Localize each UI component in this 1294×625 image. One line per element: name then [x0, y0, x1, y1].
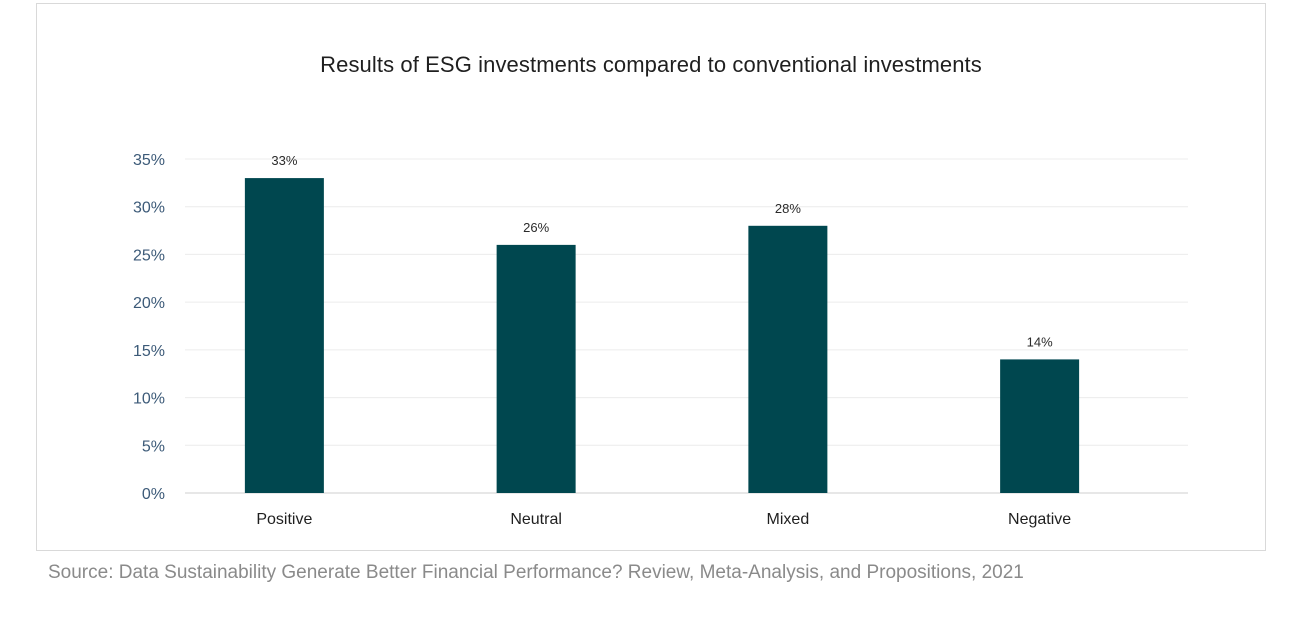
- data-label: 33%: [271, 153, 297, 168]
- bar-positive: [244, 178, 324, 494]
- y-tick-label: 0%: [142, 486, 165, 503]
- x-axis-categories: Positive Neutral Mixed Negative: [256, 511, 1071, 528]
- y-tick-label: 10%: [133, 391, 165, 408]
- data-label: 14%: [1027, 334, 1053, 349]
- y-tick-label: 35%: [133, 152, 165, 169]
- data-label: 28%: [775, 201, 801, 216]
- bar-mixed: [748, 225, 828, 494]
- source-note: Source: Data Sustainability Generate Bet…: [48, 562, 1024, 583]
- x-category-label: Negative: [1008, 511, 1071, 528]
- x-category-label: Neutral: [510, 511, 562, 528]
- bar-negative: [1000, 359, 1080, 493]
- chart-title: Results of ESG investments compared to c…: [320, 52, 982, 77]
- y-tick-label: 20%: [133, 295, 165, 312]
- y-tick-label: 5%: [142, 438, 165, 455]
- data-labels: 33% 26% 28% 14%: [271, 153, 1053, 349]
- y-tick-label: 15%: [133, 343, 165, 360]
- x-category-label: Positive: [256, 511, 312, 528]
- x-category-label: Mixed: [767, 511, 810, 528]
- bar-neutral: [496, 244, 576, 493]
- y-tick-label: 30%: [133, 200, 165, 217]
- data-label: 26%: [523, 220, 549, 235]
- bars: [244, 178, 1080, 494]
- y-axis-ticks: 0% 5% 10% 15% 20% 25% 30% 35%: [133, 152, 165, 503]
- y-tick-label: 25%: [133, 247, 165, 264]
